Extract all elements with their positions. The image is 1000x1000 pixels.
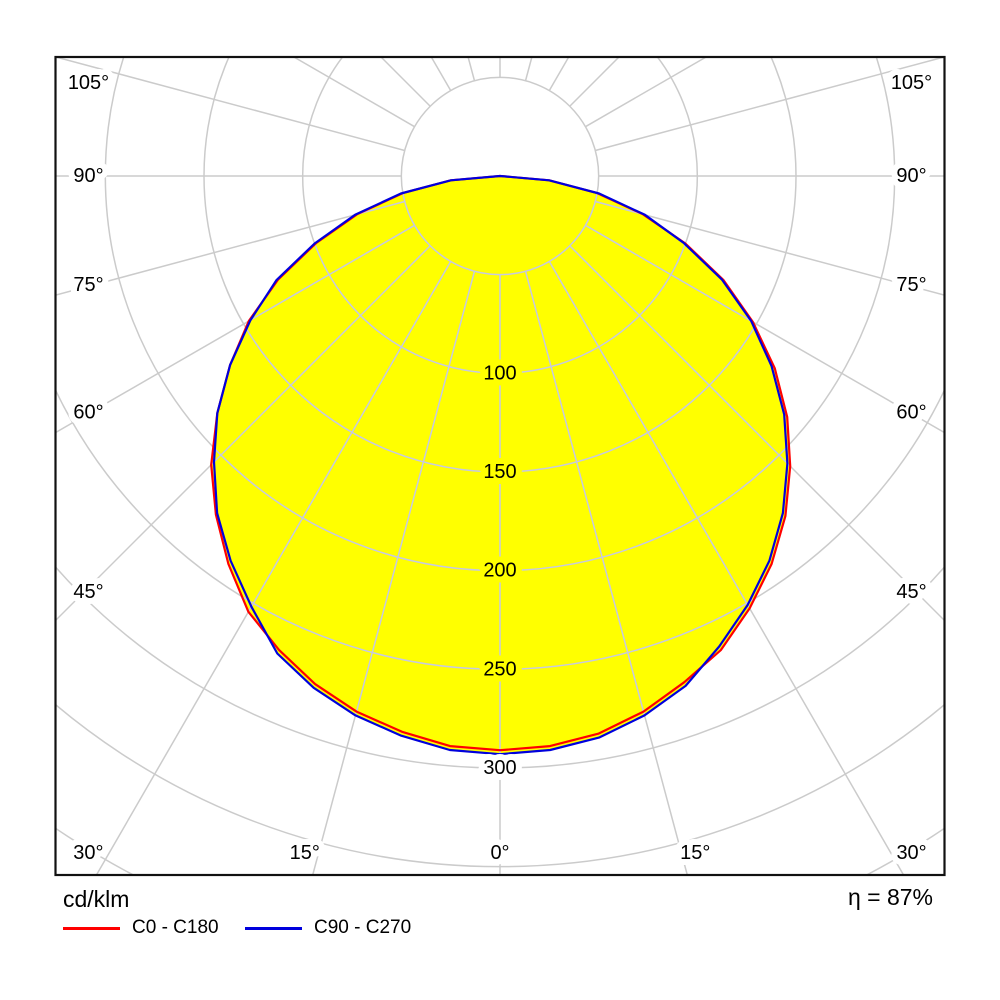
svg-text:75°: 75°: [73, 274, 103, 296]
legend-label-c0-c180: C0 - C180: [132, 917, 219, 938]
svg-text:100: 100: [483, 362, 516, 384]
svg-text:90°: 90°: [73, 165, 103, 187]
svg-text:60°: 60°: [896, 402, 926, 424]
svg-text:105°: 105°: [891, 72, 932, 94]
svg-text:0°: 0°: [490, 842, 509, 864]
svg-text:15°: 15°: [680, 842, 710, 864]
svg-text:30°: 30°: [73, 842, 103, 864]
legend-swatch-c0-c180: [63, 926, 120, 930]
unit-label: cd/klm: [63, 886, 130, 912]
efficiency-label: η = 87%: [847, 884, 933, 910]
svg-text:90°: 90°: [896, 165, 926, 187]
legend-item-c90-c270: C90 - C270: [245, 917, 411, 939]
svg-text:75°: 75°: [896, 274, 926, 296]
svg-text:300: 300: [483, 757, 516, 779]
svg-text:15°: 15°: [290, 842, 320, 864]
svg-text:45°: 45°: [896, 581, 926, 603]
legend-item-c0-c180: C0 - C180: [63, 917, 219, 939]
svg-text:200: 200: [483, 560, 516, 582]
svg-text:45°: 45°: [73, 581, 103, 603]
legend-label-c90-c270: C90 - C270: [314, 917, 412, 938]
svg-text:105°: 105°: [68, 72, 109, 94]
svg-text:60°: 60°: [73, 402, 103, 424]
svg-text:150: 150: [483, 461, 516, 483]
legend-swatch-c90-c270: [245, 926, 302, 930]
svg-text:250: 250: [483, 658, 516, 680]
svg-text:30°: 30°: [896, 842, 926, 864]
